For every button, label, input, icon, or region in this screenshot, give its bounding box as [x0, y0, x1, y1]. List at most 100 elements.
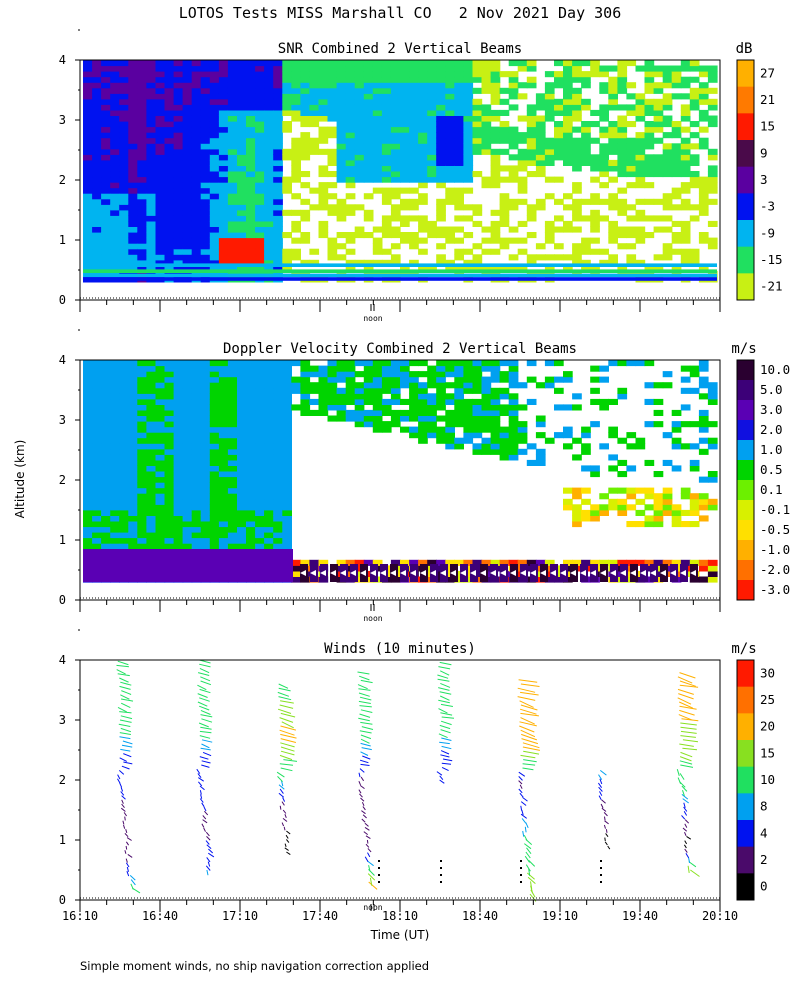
snr-cell	[173, 193, 184, 200]
snr-cell	[445, 98, 455, 105]
snr-cell	[508, 137, 519, 144]
snr-cell	[300, 87, 311, 94]
snr-cell	[218, 115, 229, 122]
snr-cell	[209, 209, 220, 216]
snr-cell	[173, 209, 184, 216]
doppler-cell	[363, 559, 374, 566]
snr-cell	[381, 159, 392, 166]
doppler-cell	[282, 504, 292, 511]
snr-cell	[146, 82, 157, 89]
wind-barb	[438, 687, 450, 691]
snr-cell	[182, 76, 193, 83]
doppler-low-arrow	[690, 570, 696, 576]
doppler-cell	[472, 432, 483, 439]
snr-cell	[227, 226, 238, 233]
snr-cell	[200, 93, 211, 100]
snr-cell	[155, 259, 166, 266]
doppler-cell	[635, 498, 646, 505]
snr-cell	[608, 176, 618, 183]
doppler-cell	[499, 371, 510, 378]
doppler-cell	[146, 443, 157, 450]
doppler-cell	[218, 459, 229, 466]
colorbar-frame	[736, 659, 755, 901]
snr-cell	[327, 171, 338, 178]
doppler-cell	[409, 415, 419, 422]
snr-cell	[300, 171, 311, 178]
snr-cell	[255, 226, 265, 233]
snr-cell	[354, 104, 365, 111]
doppler-cell	[689, 559, 700, 566]
snr-cell	[318, 76, 329, 83]
doppler-cell	[128, 543, 138, 550]
snr-cell	[119, 187, 129, 194]
snr-cell	[227, 215, 238, 222]
doppler-cell	[110, 487, 120, 494]
snr-cell	[83, 232, 93, 239]
snr-cell	[381, 65, 392, 72]
snr-cell	[255, 65, 265, 72]
snr-cell	[191, 71, 202, 78]
doppler-cell	[255, 404, 265, 411]
snr-cell	[427, 121, 437, 128]
doppler-cell	[390, 365, 401, 372]
snr-cell	[182, 176, 193, 183]
doppler-cell	[535, 415, 546, 422]
wind-barb	[517, 696, 536, 701]
wind-missing-dot	[378, 867, 380, 869]
snr-cell	[436, 104, 446, 111]
snr-cell	[273, 193, 283, 200]
snr-cell	[291, 98, 301, 105]
snr-cell	[119, 104, 129, 111]
snr-cell	[481, 143, 492, 150]
snr-cell	[400, 65, 410, 72]
doppler-cell	[255, 537, 265, 544]
doppler-cell	[182, 476, 193, 483]
snr-cell	[200, 259, 211, 266]
snr-cell	[237, 137, 247, 144]
snr-cell	[662, 76, 673, 83]
doppler-cell	[92, 371, 102, 378]
doppler-cell	[227, 543, 238, 550]
noon-label: noon	[363, 903, 382, 912]
wind-barb	[438, 666, 451, 670]
snr-cell	[499, 87, 510, 94]
snr-cell	[191, 87, 202, 94]
snr-cell	[336, 176, 347, 183]
snr-cell	[554, 254, 564, 261]
snr-cell	[445, 71, 455, 78]
doppler-cell	[418, 437, 428, 444]
snr-cell	[227, 148, 238, 155]
doppler-cell	[264, 415, 274, 422]
snr-cell	[680, 226, 691, 233]
snr-cell	[336, 232, 347, 239]
snr-cell	[110, 226, 120, 233]
snr-cell	[390, 254, 401, 261]
snr-cell	[454, 93, 464, 100]
snr-cell	[155, 232, 166, 239]
snr-cell	[671, 148, 682, 155]
snr-cell	[354, 126, 365, 133]
doppler-cell	[155, 426, 166, 433]
snr-cell	[490, 220, 501, 227]
doppler-cell	[427, 404, 437, 411]
doppler-cell	[255, 448, 265, 455]
doppler-cell	[463, 409, 474, 416]
doppler-cell	[581, 426, 591, 433]
snr-cell	[390, 60, 401, 67]
snr-cell	[209, 154, 220, 161]
snr-cell	[517, 148, 528, 155]
snr-cell	[336, 171, 347, 178]
snr-cell	[626, 143, 637, 150]
wind-barb	[439, 779, 445, 784]
doppler-cell	[581, 448, 591, 455]
snr-cell	[173, 132, 184, 139]
snr-cell	[617, 209, 628, 216]
snr-cell	[563, 148, 573, 155]
snr-cell	[291, 87, 301, 94]
wind-barb	[683, 844, 687, 849]
doppler-cell	[83, 487, 93, 494]
snr-cell	[101, 171, 111, 178]
doppler-cell	[110, 537, 120, 544]
doppler-cell	[182, 471, 193, 478]
snr-cell	[164, 82, 175, 89]
